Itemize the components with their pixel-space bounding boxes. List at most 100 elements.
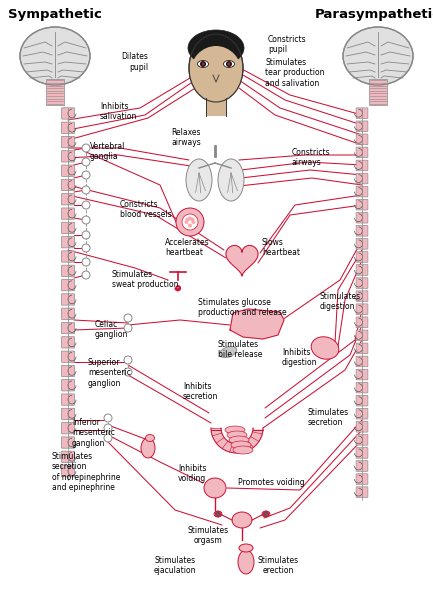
FancyBboxPatch shape bbox=[356, 356, 368, 367]
Circle shape bbox=[82, 186, 90, 194]
FancyBboxPatch shape bbox=[356, 304, 368, 314]
Circle shape bbox=[82, 258, 90, 266]
Ellipse shape bbox=[233, 446, 253, 454]
Circle shape bbox=[124, 368, 132, 376]
Circle shape bbox=[104, 414, 112, 422]
FancyBboxPatch shape bbox=[61, 194, 74, 205]
Ellipse shape bbox=[220, 346, 236, 358]
Circle shape bbox=[104, 434, 112, 442]
Text: Stimulates
tear production
and salivation: Stimulates tear production and salivatio… bbox=[265, 58, 324, 88]
FancyBboxPatch shape bbox=[61, 251, 74, 262]
Bar bbox=[369, 79, 387, 105]
Circle shape bbox=[226, 61, 232, 67]
FancyBboxPatch shape bbox=[356, 134, 368, 145]
Circle shape bbox=[82, 231, 90, 239]
Text: Stimulates
orgasm: Stimulates orgasm bbox=[187, 526, 229, 545]
FancyBboxPatch shape bbox=[61, 351, 74, 362]
Ellipse shape bbox=[227, 431, 247, 439]
Circle shape bbox=[188, 223, 192, 227]
Ellipse shape bbox=[188, 30, 244, 66]
FancyBboxPatch shape bbox=[61, 394, 74, 405]
Text: Stimulates glucose
production and release: Stimulates glucose production and releas… bbox=[198, 298, 287, 317]
Text: Inhibits
voiding: Inhibits voiding bbox=[178, 464, 207, 484]
FancyBboxPatch shape bbox=[61, 222, 74, 233]
Ellipse shape bbox=[204, 478, 226, 498]
Text: Constricts
pupil: Constricts pupil bbox=[268, 35, 307, 55]
Ellipse shape bbox=[225, 426, 245, 434]
FancyBboxPatch shape bbox=[356, 487, 368, 497]
Ellipse shape bbox=[189, 34, 243, 102]
Circle shape bbox=[82, 201, 90, 209]
Text: Stimulates
digestion: Stimulates digestion bbox=[320, 292, 361, 311]
FancyBboxPatch shape bbox=[356, 199, 368, 210]
FancyBboxPatch shape bbox=[356, 239, 368, 249]
FancyBboxPatch shape bbox=[356, 434, 368, 445]
Circle shape bbox=[82, 244, 90, 252]
Text: Inhibits
digestion: Inhibits digestion bbox=[282, 348, 317, 367]
Text: Stimulates
secretion: Stimulates secretion bbox=[308, 408, 349, 427]
Circle shape bbox=[263, 511, 269, 517]
Ellipse shape bbox=[231, 441, 251, 449]
Ellipse shape bbox=[239, 544, 253, 552]
FancyBboxPatch shape bbox=[356, 343, 368, 354]
FancyBboxPatch shape bbox=[61, 294, 74, 305]
Text: Stimulates
ejaculation: Stimulates ejaculation bbox=[154, 556, 196, 575]
FancyBboxPatch shape bbox=[61, 451, 74, 463]
Ellipse shape bbox=[232, 512, 252, 528]
FancyBboxPatch shape bbox=[356, 395, 368, 406]
Circle shape bbox=[200, 61, 206, 67]
Circle shape bbox=[124, 324, 132, 332]
Circle shape bbox=[227, 62, 230, 65]
Circle shape bbox=[82, 171, 90, 179]
FancyBboxPatch shape bbox=[61, 437, 74, 448]
FancyBboxPatch shape bbox=[61, 179, 74, 191]
Text: Stimulates
erection: Stimulates erection bbox=[258, 556, 299, 575]
FancyBboxPatch shape bbox=[356, 251, 368, 262]
Circle shape bbox=[82, 158, 90, 166]
Circle shape bbox=[188, 217, 192, 220]
Ellipse shape bbox=[190, 46, 242, 102]
Ellipse shape bbox=[20, 27, 90, 85]
Text: Inferior
mesenteric
ganglion: Inferior mesenteric ganglion bbox=[72, 418, 115, 448]
FancyBboxPatch shape bbox=[61, 337, 74, 348]
Circle shape bbox=[176, 208, 204, 236]
FancyBboxPatch shape bbox=[356, 147, 368, 158]
FancyBboxPatch shape bbox=[356, 278, 368, 289]
Circle shape bbox=[184, 220, 188, 224]
FancyBboxPatch shape bbox=[61, 151, 74, 162]
FancyBboxPatch shape bbox=[356, 173, 368, 184]
Ellipse shape bbox=[186, 159, 212, 201]
Text: Parasympathetic: Parasympathetic bbox=[315, 8, 433, 21]
FancyBboxPatch shape bbox=[61, 422, 74, 434]
Text: Stimulates
sweat production: Stimulates sweat production bbox=[112, 270, 178, 289]
FancyBboxPatch shape bbox=[356, 186, 368, 197]
FancyBboxPatch shape bbox=[356, 330, 368, 341]
Circle shape bbox=[82, 216, 90, 224]
FancyBboxPatch shape bbox=[61, 165, 74, 176]
Text: Constricts
blood vessels: Constricts blood vessels bbox=[120, 200, 171, 220]
Circle shape bbox=[215, 511, 221, 517]
Ellipse shape bbox=[141, 438, 155, 458]
Ellipse shape bbox=[229, 436, 249, 444]
Bar bbox=[46, 79, 64, 105]
Ellipse shape bbox=[311, 337, 339, 359]
Circle shape bbox=[185, 217, 190, 221]
Circle shape bbox=[182, 214, 198, 230]
FancyBboxPatch shape bbox=[356, 265, 368, 275]
FancyBboxPatch shape bbox=[61, 322, 74, 334]
Ellipse shape bbox=[262, 511, 270, 517]
Text: Constricts
airways: Constricts airways bbox=[292, 148, 331, 167]
FancyBboxPatch shape bbox=[356, 461, 368, 472]
FancyBboxPatch shape bbox=[61, 108, 74, 119]
Text: Relaxes
airways: Relaxes airways bbox=[171, 128, 201, 148]
FancyBboxPatch shape bbox=[356, 382, 368, 393]
Circle shape bbox=[191, 217, 194, 221]
Bar bbox=[206, 98, 226, 116]
FancyBboxPatch shape bbox=[356, 474, 368, 484]
FancyBboxPatch shape bbox=[356, 226, 368, 236]
FancyBboxPatch shape bbox=[61, 265, 74, 277]
Ellipse shape bbox=[214, 511, 222, 517]
FancyBboxPatch shape bbox=[61, 365, 74, 377]
FancyBboxPatch shape bbox=[356, 409, 368, 419]
Text: Inhibits
secretion: Inhibits secretion bbox=[183, 382, 218, 401]
